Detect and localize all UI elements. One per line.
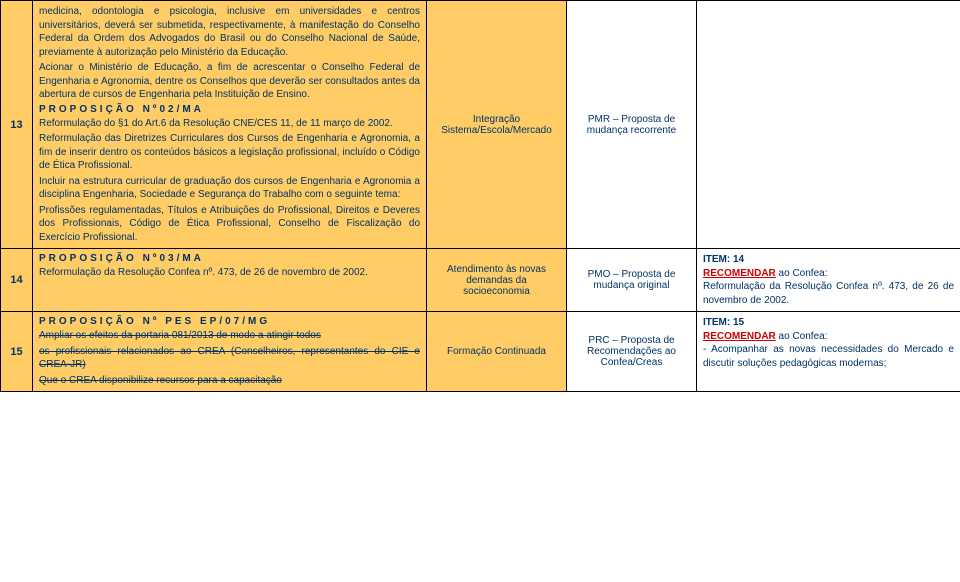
proposal-body: Profissões regulamentadas, Títulos e Atr… [39, 204, 420, 245]
row-item: ITEM: 14 RECOMENDAR ao Confea: Reformula… [697, 249, 960, 312]
proposal-code: PROPOSIÇÃO Nº02/MA [39, 104, 420, 115]
row-proposal-type: PMO – Proposta de mudança original [567, 249, 697, 312]
item-body: - Acompanhar as novas necessidades do Me… [703, 344, 954, 369]
row-description: PROPOSIÇÃO Nº PES EP/07/MG Ampliar os ef… [33, 312, 427, 392]
proposal-line: Reformulação da Resolução Confea nº. 473… [39, 266, 420, 280]
table-row: 15 PROPOSIÇÃO Nº PES EP/07/MG Ampliar os… [1, 312, 960, 392]
proposal-code: PROPOSIÇÃO Nº PES EP/07/MG [39, 316, 420, 327]
row-category: Atendimento às novas demandas da socioec… [427, 249, 567, 312]
item-title: ITEM: 15 [703, 317, 744, 328]
row-number: 13 [1, 1, 33, 249]
row-proposal-type: PRC – Proposta de Recomendações ao Confe… [567, 312, 697, 392]
item-recommend: RECOMENDAR [703, 331, 776, 342]
row-category: Integração Sistema/Escola/Mercado [427, 1, 567, 249]
proposal-line: Reformulação do §1 do Art.6 da Resolução… [39, 117, 420, 131]
strike-text: Ampliar os efeitos da portaria 081/2013 … [39, 329, 420, 343]
table-row: 13 medicina, odontologia e psicologia, i… [1, 1, 960, 249]
item-rec-suffix: ao Confea: [776, 331, 828, 342]
row-item [697, 1, 960, 249]
strike-text: os profissionais relacionados ao CREA (C… [39, 345, 420, 372]
table-row: 14 PROPOSIÇÃO Nº03/MA Reformulação da Re… [1, 249, 960, 312]
item-rec-suffix: ao Confea: [776, 268, 828, 279]
row-number: 14 [1, 249, 33, 312]
row-number: 15 [1, 312, 33, 392]
desc-intro2: Acionar o Ministério de Educação, a fim … [39, 61, 420, 102]
row-description: medicina, odontologia e psicologia, incl… [33, 1, 427, 249]
item-title: ITEM: 14 [703, 254, 744, 265]
item-recommend: RECOMENDAR [703, 268, 776, 279]
strike-text: Que o CREA disponibilize recursos para a… [39, 374, 420, 388]
proposal-body: Incluir na estrutura curricular de gradu… [39, 175, 420, 202]
row-description: PROPOSIÇÃO Nº03/MA Reformulação da Resol… [33, 249, 427, 312]
row-category: Formação Continuada [427, 312, 567, 392]
desc-intro: medicina, odontologia e psicologia, incl… [39, 5, 420, 59]
row-proposal-type: PMR – Proposta de mudança recorrente [567, 1, 697, 249]
item-body: Reformulação da Resolução Confea nº. 473… [703, 281, 954, 306]
proposal-code: PROPOSIÇÃO Nº03/MA [39, 253, 420, 264]
proposal-body: Reformulação das Diretrizes Curriculares… [39, 132, 420, 173]
proposals-table: 13 medicina, odontologia e psicologia, i… [0, 0, 960, 392]
row-item: ITEM: 15 RECOMENDAR ao Confea: - Acompan… [697, 312, 960, 392]
